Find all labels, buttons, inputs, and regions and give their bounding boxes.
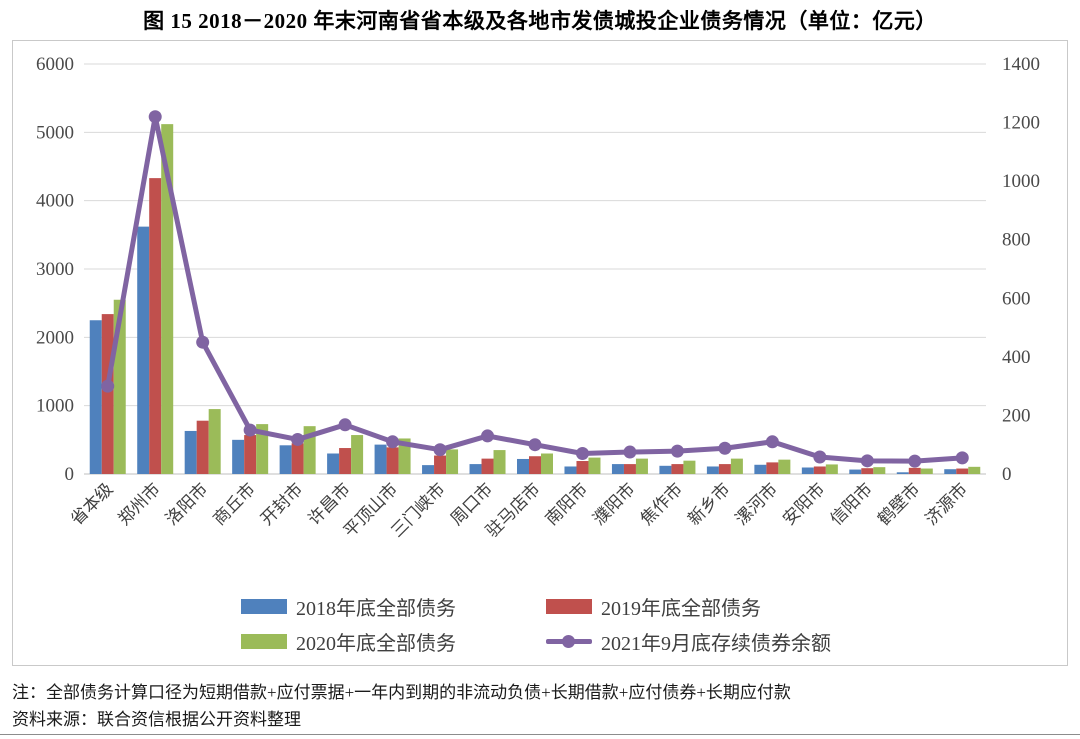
legend-item-2021: 2021年9月底存续债券余额 [546, 627, 831, 656]
svg-text:鹤壁市: 鹤壁市 [874, 479, 923, 528]
svg-text:1400: 1400 [1002, 54, 1040, 75]
legend-label-2021: 2021年9月底存续债券余额 [601, 633, 831, 655]
svg-text:4000: 4000 [36, 191, 74, 212]
svg-text:洛阳市: 洛阳市 [162, 479, 211, 528]
chart-panel: 0 1000 2000 3000 4000 5000 6000 0 200 400 600 800 10… [12, 40, 1068, 666]
x-axis-labels: 省本级郑州市洛阳市商丘市开封市许昌市平顶山市三门峡市周口市驻马店市南阳市濮阳市焦… [67, 479, 971, 541]
bottom-divider [0, 734, 1080, 735]
svg-text:0: 0 [65, 464, 75, 485]
svg-text:商丘市: 商丘市 [209, 479, 258, 528]
legend-swatch-2018 [241, 599, 287, 614]
svg-text:1200: 1200 [1002, 113, 1040, 134]
footnote-calculation: 注：全部债务计算口径为短期借款+应付票据+一年内到期的非流动负债+长期借款+应付… [12, 683, 791, 702]
legend-label-2018: 2018年底全部债务 [296, 598, 456, 620]
svg-text:5000: 5000 [36, 122, 74, 143]
svg-text:省本级: 省本级 [67, 479, 116, 528]
legend-item-2018: 2018年底全部债务 [241, 592, 456, 621]
svg-text:2000: 2000 [36, 327, 74, 348]
legend-swatch-2019 [546, 599, 592, 614]
bar-series-0 [89, 226, 957, 474]
line-series [101, 110, 969, 468]
svg-text:600: 600 [1002, 288, 1031, 309]
svg-text:200: 200 [1002, 405, 1031, 426]
legend-line-marker-icon [546, 634, 592, 649]
svg-text:开封市: 开封市 [257, 479, 306, 528]
legend-swatch-2020 [241, 634, 287, 649]
svg-text:信阳市: 信阳市 [827, 479, 876, 528]
legend-label-2019: 2019年底全部债务 [601, 598, 761, 620]
legend-item-2019: 2019年底全部债务 [546, 592, 761, 621]
svg-text:400: 400 [1002, 347, 1031, 368]
svg-text:焦作市: 焦作市 [637, 479, 686, 528]
left-axis-labels: 0 1000 2000 3000 4000 5000 6000 [36, 54, 74, 485]
svg-text:濮阳市: 濮阳市 [589, 479, 638, 528]
svg-text:南阳市: 南阳市 [542, 479, 591, 528]
svg-text:3000: 3000 [36, 259, 74, 280]
svg-text:800: 800 [1002, 230, 1031, 251]
chart-plot-area: 0 1000 2000 3000 4000 5000 6000 0 200 400 600 800 10… [36, 54, 1040, 541]
svg-text:安阳市: 安阳市 [779, 479, 828, 528]
legend-label-2020: 2020年底全部债务 [296, 633, 456, 655]
svg-text:郑州市: 郑州市 [115, 479, 164, 528]
svg-text:1000: 1000 [36, 396, 74, 417]
bar-series-1 [101, 178, 969, 474]
svg-text:济源市: 济源市 [922, 479, 971, 528]
svg-text:1000: 1000 [1002, 171, 1040, 192]
svg-text:0: 0 [1002, 464, 1012, 485]
svg-text:新乡市: 新乡市 [684, 479, 733, 528]
footnote-source: 资料来源：联合资信根据公开资料整理 [12, 710, 301, 729]
right-axis-labels: 0 200 400 600 800 1000 1200 1400 [1002, 54, 1040, 485]
svg-text:6000: 6000 [36, 54, 74, 75]
legend-item-2020: 2020年底全部债务 [241, 627, 456, 656]
page-title: 图 15 2018－2020 年末河南省省本级及各地市发债城投企业债务情况（单位… [143, 9, 937, 33]
svg-text:漯河市: 漯河市 [732, 479, 781, 528]
